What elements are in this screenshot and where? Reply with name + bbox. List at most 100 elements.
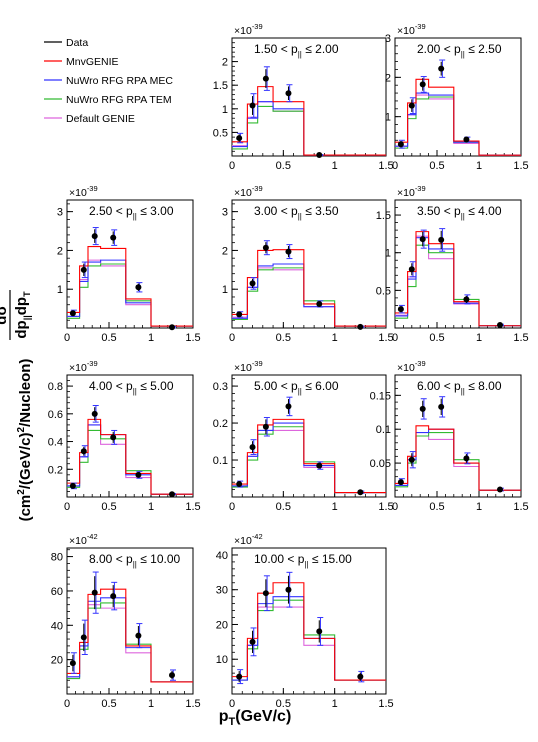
data-point bbox=[69, 482, 76, 489]
y-tick-label: 30 bbox=[216, 585, 228, 597]
y-tick-label: 3 bbox=[57, 207, 63, 219]
data-point bbox=[91, 233, 98, 240]
series-line bbox=[67, 429, 193, 495]
panel: 0.1 0.2 0.3 0 0.5 1 1.5 ×10-39 5.00 < p|| ≤ 6.00 bbox=[213, 359, 394, 513]
data-point bbox=[80, 266, 87, 273]
x-tick-label: 1 bbox=[476, 332, 482, 344]
x-tick-label: 0.5 bbox=[429, 160, 444, 172]
y-tick-label: 1 bbox=[385, 112, 391, 124]
panel-frame bbox=[394, 199, 522, 329]
x-tick-label: 1.5 bbox=[378, 160, 393, 172]
y-tick-label: 60 bbox=[51, 586, 63, 598]
panel-frame bbox=[394, 37, 522, 157]
series-line bbox=[232, 101, 386, 156]
data-point bbox=[285, 586, 292, 593]
series-line bbox=[232, 418, 386, 494]
data-point bbox=[236, 481, 243, 488]
scale-label: ×10-39 bbox=[397, 22, 426, 37]
data-point bbox=[438, 236, 445, 243]
y-tick-label: 0.5 bbox=[213, 127, 228, 139]
y-tick-label: 0.4 bbox=[48, 437, 63, 449]
series-line bbox=[232, 101, 386, 156]
panel: 20 40 60 80 0 0.5 1 1.5 ×10-42 8.00 < p|| ≤ 10.00 bbox=[51, 532, 201, 710]
series-line bbox=[395, 235, 521, 327]
x-tick-label: 1 bbox=[332, 698, 338, 710]
panel: 1 2 3 0 0.5 1 1.5 ×10-39 3.00 < p|| ≤ 3.50 bbox=[222, 184, 394, 344]
panel-frame bbox=[231, 374, 387, 498]
series-line bbox=[67, 424, 193, 495]
data-point bbox=[419, 236, 426, 243]
y-tick-label: 0.3 bbox=[213, 381, 228, 393]
y-tick-label: 1.5 bbox=[376, 210, 391, 222]
panel-label: 2.00 < p|| ≤ 2.50 bbox=[417, 42, 502, 59]
x-tick-label: 0 bbox=[392, 332, 398, 344]
x-tick-label: 0.5 bbox=[276, 160, 291, 172]
data-point bbox=[262, 75, 269, 82]
panel-label: 10.00 < p|| ≤ 15.00 bbox=[254, 552, 352, 569]
y-tick-label: 20 bbox=[216, 619, 228, 631]
series-line bbox=[395, 237, 521, 327]
data-point bbox=[463, 296, 470, 303]
y-tick-label: 40 bbox=[51, 620, 63, 632]
legend-label: Data bbox=[66, 37, 88, 49]
y-tick-label: 40 bbox=[216, 550, 228, 562]
panel-label: 8.00 < p|| ≤ 10.00 bbox=[89, 552, 180, 569]
panel-frame bbox=[394, 374, 522, 498]
data-point bbox=[438, 65, 445, 72]
series-line bbox=[232, 267, 386, 327]
data-point bbox=[316, 152, 323, 159]
series-line bbox=[232, 105, 386, 156]
x-tick-label: 1.5 bbox=[378, 698, 393, 710]
x-tick-label: 1 bbox=[148, 501, 154, 513]
series-line bbox=[232, 263, 386, 327]
data-point bbox=[316, 300, 323, 307]
y-tick-label: 0.2 bbox=[213, 418, 228, 430]
y-tick-label: 1.5 bbox=[213, 80, 228, 92]
data-point bbox=[497, 486, 503, 493]
data-point bbox=[236, 673, 243, 680]
x-tick-label: 1 bbox=[332, 160, 338, 172]
y-tick-label: 80 bbox=[51, 552, 63, 564]
svg-text:dp||dpT: dp||dpT bbox=[13, 291, 32, 339]
y-tick-label: 0.2 bbox=[48, 464, 63, 476]
x-tick-label: 0.5 bbox=[429, 501, 444, 513]
panel: 0.5 1 1.5 2 0 0.5 1 1.5 ×10-39 1.50 < p|| ≤ 2.00 bbox=[213, 22, 394, 172]
series-line bbox=[67, 418, 193, 495]
x-tick-label: 1.5 bbox=[185, 698, 200, 710]
data-point bbox=[262, 423, 269, 430]
y-tick-label: 3 bbox=[222, 207, 228, 219]
series-line bbox=[232, 422, 386, 494]
y-tick-label: 2 bbox=[222, 57, 228, 69]
data-point bbox=[438, 403, 445, 410]
x-tick-label: 1 bbox=[148, 332, 154, 344]
data-point bbox=[408, 102, 415, 109]
panel: 0.511.50 0.5 1 1.5×10-393.50 < p|| ≤ 4.00 bbox=[376, 184, 529, 344]
series-line bbox=[232, 582, 386, 681]
scale-label: ×10-39 bbox=[69, 184, 98, 199]
x-tick-label: 0.5 bbox=[276, 332, 291, 344]
data-point bbox=[262, 590, 269, 597]
x-tick-label: 1 bbox=[332, 501, 338, 513]
x-axis-title: pT(GeV/c) bbox=[219, 708, 292, 728]
x-tick-label: 1 bbox=[148, 698, 154, 710]
data-point bbox=[463, 136, 470, 143]
series-line bbox=[395, 231, 521, 327]
data-point bbox=[285, 90, 292, 97]
panel-label: 1.50 < p|| ≤ 2.00 bbox=[254, 42, 339, 59]
y-tick-label: 10 bbox=[216, 654, 228, 666]
svg-text:(cm2/(GeV/c)2/Nucleon): (cm2/(GeV/c)2/Nucleon) bbox=[16, 359, 34, 522]
series-line bbox=[395, 244, 521, 327]
data-point bbox=[397, 141, 404, 148]
y-tick-label: 1 bbox=[222, 104, 228, 116]
data-point bbox=[69, 660, 76, 667]
y-tick-label: 1 bbox=[57, 284, 63, 296]
series-line bbox=[67, 424, 193, 495]
series-line bbox=[67, 597, 193, 683]
y-tick-label: 1 bbox=[385, 248, 391, 260]
y-tick-label: 0.15 bbox=[370, 390, 391, 402]
data-point bbox=[110, 234, 117, 241]
panel: 0.2 0.4 0.6 0.8 0 0.5 1 1.5 ×10-39 4.00 < p|| ≤ 5… bbox=[48, 359, 201, 513]
panel-frame bbox=[66, 547, 194, 695]
panel-label: 2.50 < p|| ≤ 3.00 bbox=[89, 204, 174, 221]
scale-label: ×10-39 bbox=[234, 184, 263, 199]
